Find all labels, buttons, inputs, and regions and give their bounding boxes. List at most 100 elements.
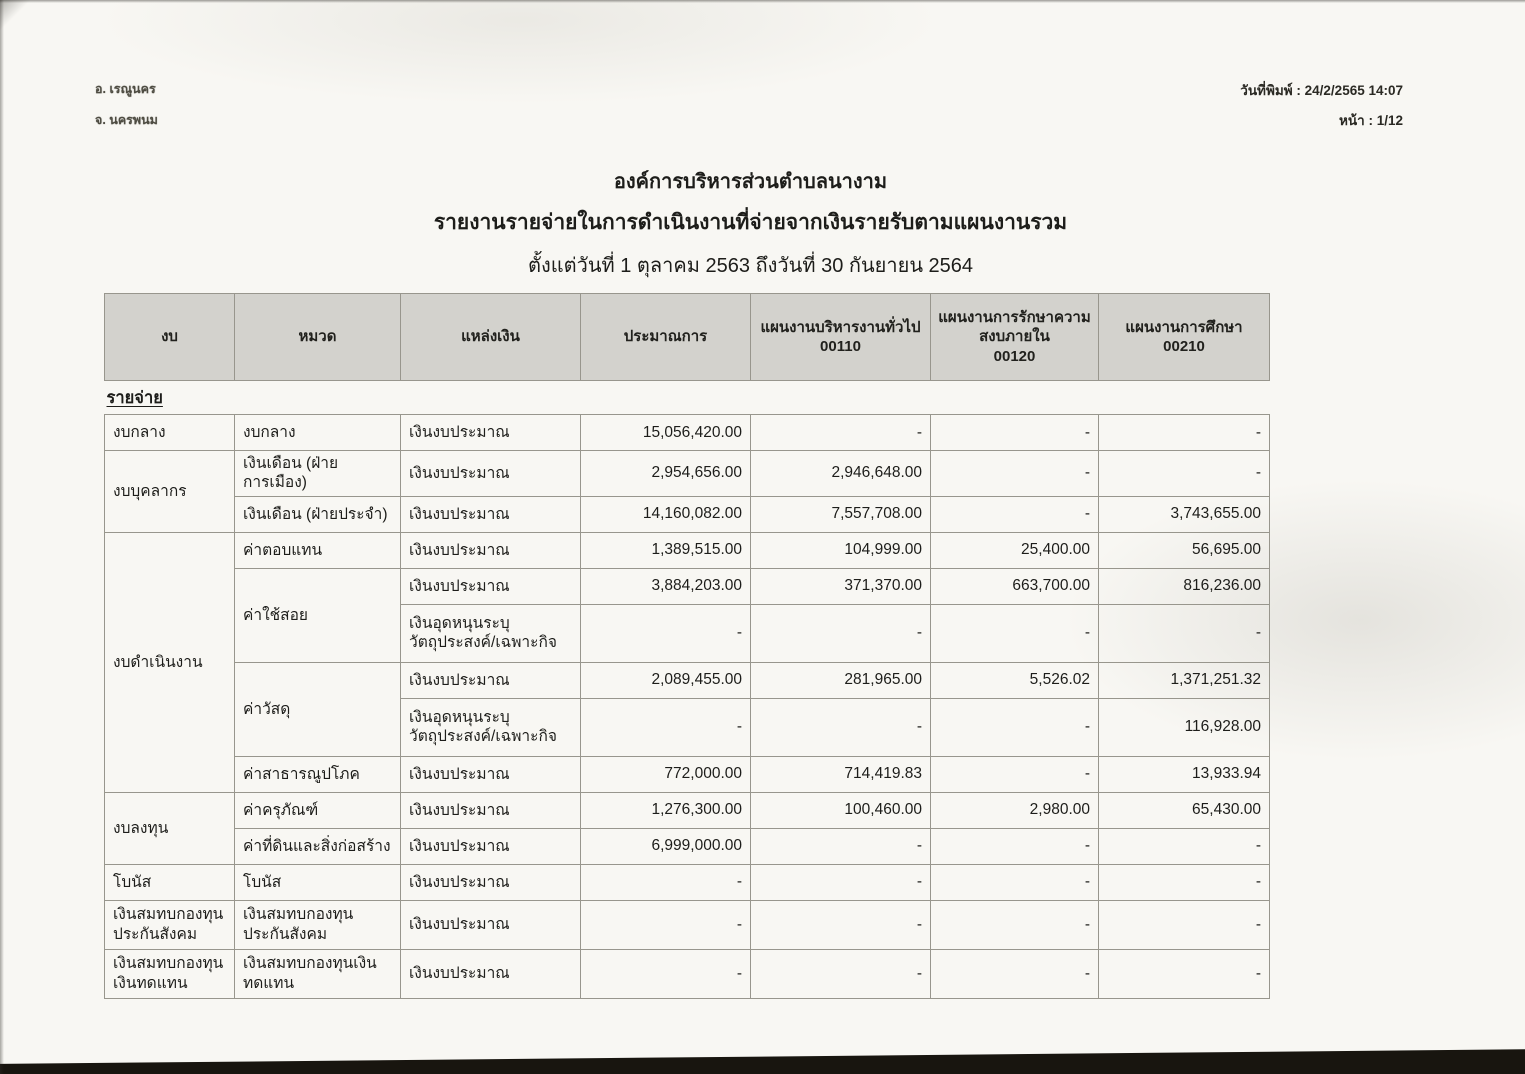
- cell-plan-00210: 3,743,655.00: [1098, 495, 1270, 533]
- cell-estimate: 14,160,082.00: [580, 495, 751, 533]
- cell-plan-00120: -: [930, 899, 1099, 950]
- cell-plan-00110: -: [750, 899, 931, 950]
- cell-plan-00120: 25,400.00: [930, 531, 1099, 569]
- cell-source: เงินงบประมาณ: [400, 948, 581, 999]
- cell-plan-00120: -: [930, 414, 1099, 451]
- cell-plan-00120: 5,526.02: [930, 661, 1099, 699]
- cell-plan-00210: -: [1098, 414, 1270, 451]
- col-header-plan-00110: แผนงานบริหารงานทั่วไป 00110: [750, 293, 931, 381]
- cell-plan-00210: 56,695.00: [1098, 531, 1270, 569]
- page-number-label: หน้า :: [1338, 113, 1373, 128]
- cell-category: เงินเดือน (ฝ่ายการเมือง): [234, 450, 401, 497]
- cell-plan-00110: 100,460.00: [750, 791, 931, 829]
- cell-source: เงินงบประมาณ: [400, 755, 581, 793]
- page-number-value: 1/12: [1376, 113, 1403, 128]
- organization-title: องค์การบริหารส่วนตำบลนางาม: [613, 171, 888, 193]
- cell-plan-00110: 104,999.00: [750, 531, 931, 569]
- cell-source: เงินอุดหนุนระบุวัตถุประสงค์/เฉพาะกิจ: [400, 603, 581, 663]
- col-header-source: แหล่งเงิน: [400, 293, 581, 381]
- cell-budget: งบกลาง: [104, 414, 235, 451]
- table-row: งบบุคลากร เงินเดือน (ฝ่ายการเมือง) เงินง…: [104, 450, 1270, 533]
- report-period: ตั้งแต่วันที่ 1 ตุลาคม 2563 ถึงวันที่ 30…: [527, 255, 974, 277]
- cell-budget: งบบุคลากร: [104, 450, 235, 533]
- cell-plan-00110: 371,370.00: [750, 567, 931, 605]
- section-row: รายจ่าย: [104, 380, 1270, 415]
- table-row: เงินสมทบกองทุนเงินทดแทน เงินสมทบกองทุนเง…: [104, 948, 1270, 999]
- cell-source: เงินงบประมาณ: [400, 863, 581, 901]
- expenditure-table: งบ หมวด แหล่งเงิน ประมาณการ แผนงานบริหาร…: [104, 293, 1270, 999]
- cell-estimate: -: [580, 948, 751, 999]
- section-label: รายจ่าย: [106, 388, 163, 407]
- print-date-line: วันที่พิมพ์ : 24/2/2565 14:07: [1240, 76, 1403, 106]
- cell-source: เงินงบประมาณ: [400, 661, 581, 699]
- cell-plan-00120: -: [930, 827, 1099, 865]
- cell-plan-00210: -: [1098, 863, 1270, 901]
- cell-estimate: 772,000.00: [580, 755, 751, 793]
- table-row: ค่าวัสดุ เงินงบประมาณ 2,089,455.00 281,9…: [105, 661, 1270, 757]
- cell-plan-00210: 116,928.00: [1098, 697, 1270, 757]
- col-header-plan-00120: แผนงานการรักษาความสงบภายใน 00120: [930, 293, 1099, 381]
- cell-budget: งบดำเนินงาน: [104, 531, 235, 793]
- table-row: โบนัส โบนัส เงินงบประมาณ - - - -: [104, 863, 1270, 901]
- cell-plan-00110: -: [750, 603, 931, 663]
- cell-estimate: 1,389,515.00: [580, 531, 751, 569]
- cell-plan-00110: -: [750, 948, 931, 999]
- report-title: รายงานรายจ่ายในการดำเนินงานที่จ่ายจากเงิ…: [433, 211, 1068, 234]
- cell-plan-00210: 1,371,251.32: [1098, 661, 1270, 699]
- cell-plan-00110: 2,946,648.00: [750, 450, 931, 497]
- origin-location-note: อ. เรณูนคร จ. นครพนม: [95, 74, 158, 136]
- district-line: อ. เรณูนคร: [95, 82, 156, 96]
- cell-category: ค่าที่ดินและสิ่งก่อสร้าง: [234, 827, 401, 865]
- cell-plan-00120: -: [930, 603, 1099, 663]
- cell-budget: เงินสมทบกองทุนประกันสังคม: [104, 899, 235, 950]
- table-row: เงินสมทบกองทุนประกันสังคม เงินสมทบกองทุน…: [104, 899, 1270, 950]
- cell-source: เงินงบประมาณ: [400, 567, 581, 605]
- col-header-category: หมวด: [234, 293, 401, 381]
- col-header-plan-00210: แผนงานการศึกษา 00210: [1098, 293, 1270, 381]
- cell-plan-00210: 816,236.00: [1098, 567, 1270, 605]
- header-row: งบ หมวด แหล่งเงิน ประมาณการ แผนงานบริหาร…: [104, 293, 1270, 381]
- cell-plan-00110: -: [750, 414, 931, 451]
- cell-estimate: 15,056,420.00: [580, 414, 751, 451]
- cell-category: ค่าสาธารณูปโภค: [234, 755, 401, 793]
- cell-plan-00210: -: [1098, 603, 1270, 663]
- cell-category: เงินเดือน (ฝ่ายประจำ): [234, 495, 401, 533]
- cell-category: ค่าวัสดุ: [234, 661, 401, 757]
- cell-source: เงินงบประมาณ: [400, 531, 581, 569]
- print-date-label: วันที่พิมพ์ :: [1240, 83, 1301, 98]
- cell-estimate: 3,884,203.00: [580, 567, 751, 605]
- cell-plan-00120: -: [930, 495, 1099, 533]
- cell-plan-00120: 2,980.00: [930, 791, 1099, 829]
- cell-budget: งบลงทุน: [104, 791, 235, 865]
- page-number-line: หน้า : 1/12: [1240, 106, 1403, 136]
- table-row: เงินอุดหนุนระบุวัตถุประสงค์/เฉพาะกิจ - -…: [105, 603, 1270, 663]
- table-row: ค่าใช้สอย เงินงบประมาณ 3,884,203.00 371,…: [105, 567, 1270, 663]
- cell-plan-00110: -: [750, 697, 931, 757]
- cell-category: โบนัส: [234, 863, 401, 901]
- cell-category: งบกลาง: [234, 414, 401, 451]
- cell-plan-00210: 65,430.00: [1098, 791, 1270, 829]
- cell-plan-00110: -: [750, 827, 931, 865]
- cell-plan-00120: -: [930, 697, 1099, 757]
- cell-source: เงินงบประมาณ: [400, 414, 581, 451]
- cell-plan-00110: -: [750, 863, 931, 901]
- print-info: วันที่พิมพ์ : 24/2/2565 14:07 หน้า : 1/1…: [1240, 76, 1403, 136]
- report-titles: องค์การบริหารส่วนตำบลนางาม รายงานรายจ่าย…: [0, 165, 1513, 281]
- table-body: รายจ่าย งบกลาง งบกลาง เงินงบประมาณ 15,05…: [104, 380, 1270, 999]
- cell-source: เงินอุดหนุนระบุวัตถุประสงค์/เฉพาะกิจ: [400, 697, 581, 757]
- cell-plan-00120: 663,700.00: [930, 567, 1099, 605]
- cell-budget: โบนัส: [104, 863, 235, 901]
- col-header-estimate: ประมาณการ: [580, 293, 751, 381]
- cell-source: เงินงบประมาณ: [400, 450, 581, 497]
- cell-source: เงินงบประมาณ: [400, 495, 581, 533]
- cell-plan-00210: -: [1098, 827, 1270, 865]
- table-row: งบกลาง งบกลาง เงินงบประมาณ 15,056,420.00…: [104, 414, 1270, 451]
- cell-plan-00110: 714,419.83: [750, 755, 931, 793]
- cell-estimate: -: [580, 603, 751, 663]
- cell-estimate: -: [580, 899, 751, 950]
- cell-category: ค่าครุภัณฑ์: [234, 791, 401, 829]
- cell-plan-00110: 7,557,708.00: [750, 495, 931, 533]
- col-header-budget: งบ: [104, 293, 235, 381]
- cell-estimate: 6,999,000.00: [580, 827, 751, 865]
